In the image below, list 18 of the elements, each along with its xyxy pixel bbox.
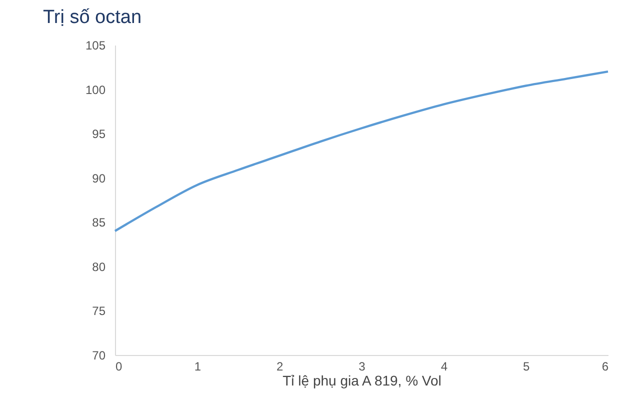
x-tick-label: 3 [358, 360, 366, 374]
y-tick-label: 85 [92, 216, 106, 230]
chart-title: Trị số octan [42, 7, 142, 28]
x-tick-label: 6 [602, 360, 609, 374]
y-tick-label: 80 [92, 260, 106, 274]
y-tick-label: 105 [85, 38, 106, 52]
x-tick-label: 5 [522, 360, 530, 374]
y-tick-label: 75 [92, 304, 106, 318]
y-tick-label: 70 [92, 348, 106, 362]
x-axis-title: Tỉ lệ phụ gia A 819, % Vol [282, 372, 442, 388]
line-series [114, 70, 610, 232]
y-tick-label: 90 [92, 171, 106, 186]
y-tick-label: 95 [92, 127, 106, 142]
y-tick-label: 100 [85, 82, 106, 97]
x-tick-label: 2 [276, 360, 284, 374]
x-tick-label: 1 [194, 360, 202, 374]
x-tick-label: 4 [440, 360, 448, 374]
x-tick-label: 0 [116, 360, 122, 374]
